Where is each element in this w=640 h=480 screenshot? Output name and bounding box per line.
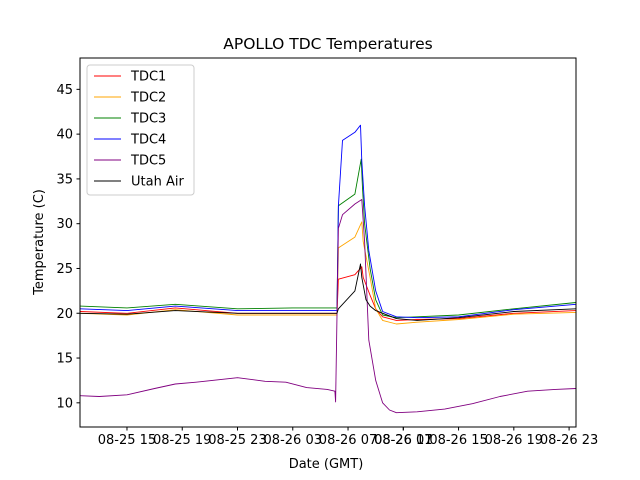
y-tick-label: 35 xyxy=(56,172,73,187)
series-line-tdc5 xyxy=(79,199,577,414)
y-axis: 10 15 20 25 30 35 40 45 xyxy=(56,83,80,411)
x-tick-label: 08-26 03 xyxy=(264,433,322,448)
y-tick-label: 30 xyxy=(56,217,73,232)
plot-frame xyxy=(79,57,577,428)
legend-label-tdc3: TDC3 xyxy=(130,112,166,127)
y-tick-label: 15 xyxy=(56,352,73,367)
y-axis-title: Temperature (C) xyxy=(32,189,47,296)
x-tick-label: 08-25 19 xyxy=(153,433,211,448)
legend-label-tdc5: TDC5 xyxy=(130,154,166,169)
series-layer xyxy=(79,124,577,414)
series-line-tdc4 xyxy=(79,124,577,319)
x-tick-label: 08-26 15 xyxy=(429,433,487,448)
legend-label-tdc4: TDC4 xyxy=(130,133,166,148)
x-tick-label: 08-26 07 xyxy=(374,433,432,448)
x-tick-label: 08-25 15 xyxy=(98,433,156,448)
x-tick-label: 08-25 23 xyxy=(208,433,266,448)
y-tick-label: 10 xyxy=(56,396,73,411)
y-tick-label: 25 xyxy=(56,262,73,277)
series-line-utah-air xyxy=(79,263,577,321)
chart-title: APOLLO TDC Temperatures xyxy=(223,35,432,53)
legend-label-tdc1: TDC1 xyxy=(130,70,166,85)
x-tick-label: 08-26 07 xyxy=(319,433,377,448)
x-tick-label: 08-26 19 xyxy=(485,433,543,448)
legend: TDC1 TDC2 TDC3 TDC4 TDC5 Utah Air xyxy=(86,64,195,196)
y-tick-label: 20 xyxy=(56,307,73,322)
y-tick-label: 45 xyxy=(56,83,73,98)
series-line-tdc2 xyxy=(79,221,577,325)
x-tick-label: 08-26 11 xyxy=(374,433,432,448)
y-tick-label: 40 xyxy=(56,128,73,143)
legend-label-tdc2: TDC2 xyxy=(130,91,166,106)
legend-label-utah-air: Utah Air xyxy=(131,175,184,190)
x-tick-label: 08-26 23 xyxy=(540,433,598,448)
x-axis-title: Date (GMT) xyxy=(289,457,364,472)
series-line-tdc3 xyxy=(79,158,577,319)
